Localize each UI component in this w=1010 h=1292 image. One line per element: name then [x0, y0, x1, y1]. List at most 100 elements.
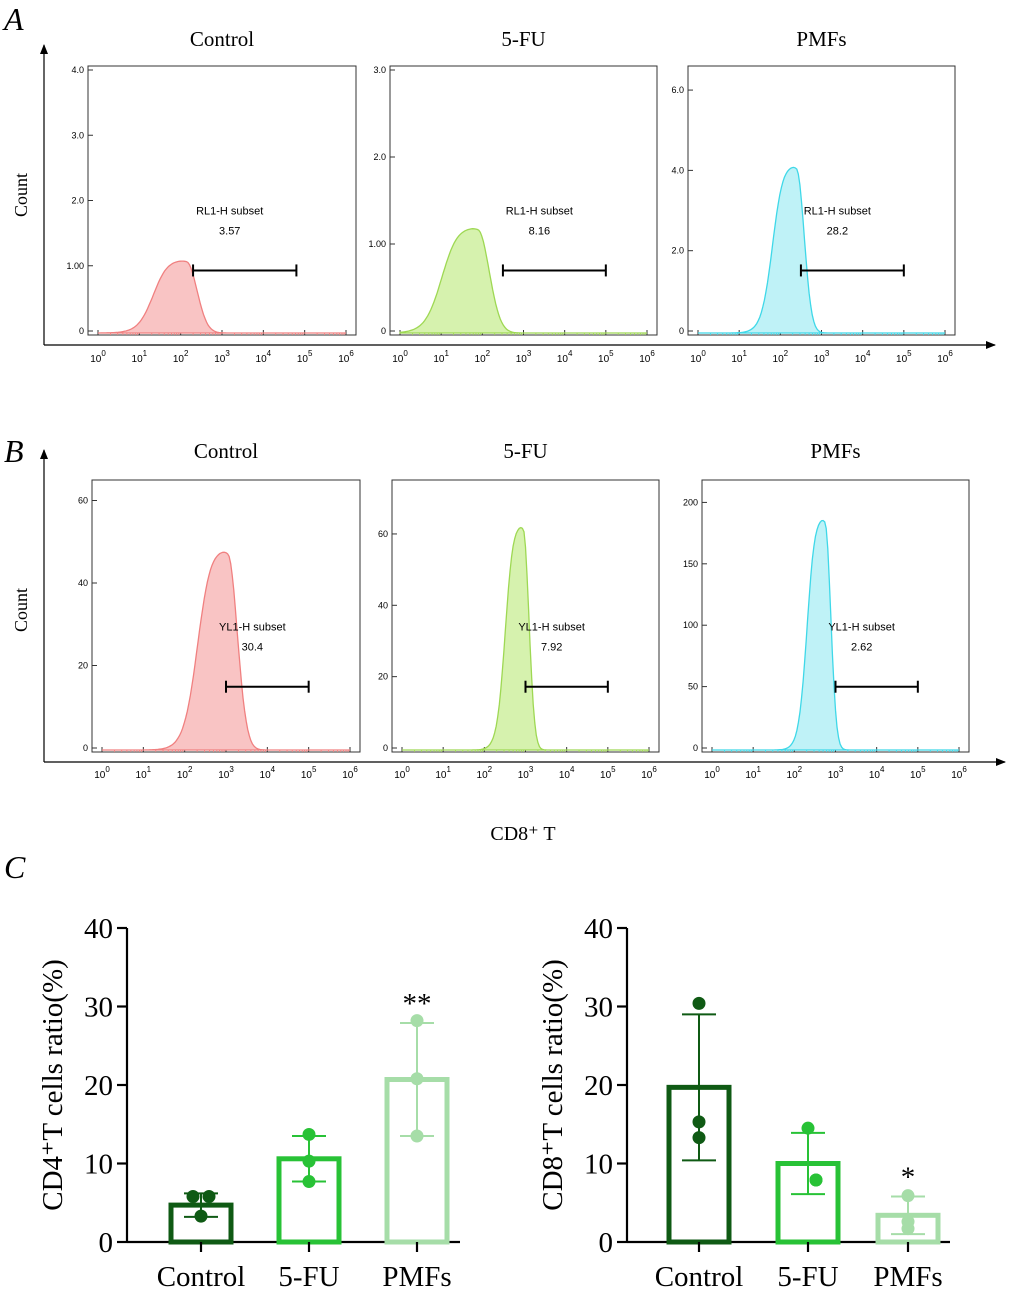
- panel-b-y-label: Count: [11, 588, 31, 632]
- b-pmfs-xtick-label: 102: [787, 765, 803, 781]
- a-5-fu-gate-label: RL1-H subset: [506, 205, 573, 217]
- panel-label-c: C: [4, 849, 26, 885]
- a-pmfs-ytick-label: 0: [679, 326, 684, 336]
- panel-label-b: B: [4, 433, 24, 469]
- b-pmfs-histogram: PMFs 200 150 100 50 0 100 101 102 103 104 105 106 YL1…: [683, 439, 970, 781]
- a-5-fu-xtick-label: 103: [516, 349, 532, 365]
- b-5-fu-ytick-label: 20: [378, 672, 388, 682]
- bar-chart-2: 0 10 20 30 40 CD8⁺T cells ratio(%) Control 5-FU…: [537, 913, 950, 1292]
- b-pmfs-histogram-curve: [712, 519, 959, 751]
- b-control-gate-value: 30.4: [242, 642, 263, 654]
- b-5-fu-histogram: 5-FU 60 40 20 0 100 101 102 103 104 105 106 YL1-H su…: [378, 439, 660, 781]
- a-pmfs-xtick-label: 105: [896, 349, 912, 365]
- bar-chart-2-ytick-label: 30: [584, 992, 613, 1024]
- a-5-fu-ytick-label: 0: [381, 326, 386, 336]
- a-control-ytick-label: 3.0: [71, 130, 84, 140]
- b-5-fu-gate-label: YL1-H subset: [518, 622, 585, 634]
- b-5-fu-gate-value: 7.92: [541, 642, 562, 654]
- b-pmfs-xtick-label: 103: [828, 765, 844, 781]
- a-control-ytick-label: 1.00: [66, 261, 84, 271]
- bar-chart-1-ytick-label: 30: [84, 992, 113, 1024]
- bar-chart-1-ytick-label: 0: [99, 1227, 114, 1259]
- a-5-fu-gate-value: 8.16: [529, 225, 550, 237]
- bar-chart-2-y-label: CD8⁺T cells ratio(%): [537, 959, 569, 1211]
- data-point-pmfs: [901, 1189, 915, 1203]
- a-pmfs-frame: [687, 65, 956, 336]
- bar-chart-1-xtick-label: PMFs: [382, 1261, 451, 1292]
- a-5-fu-ytick-label: 2.0: [373, 152, 386, 162]
- panel-c-bar-charts: 0 10 20 30 40 CD4⁺T cells ratio(%) Control 5-FU…: [37, 913, 950, 1292]
- a-control-gate-value: 3.57: [219, 225, 240, 237]
- b-pmfs-xtick-label: 101: [745, 765, 761, 781]
- significance-marker-pmfs: *: [901, 1161, 916, 1193]
- b-pmfs-xtick-label: 105: [910, 765, 926, 781]
- data-point-control: [194, 1209, 208, 1223]
- a-5-fu-xtick-label: 100: [392, 349, 408, 365]
- data-point-5-fu: [302, 1154, 316, 1168]
- b-5-fu-xtick-label: 106: [641, 765, 657, 781]
- b-control-xtick-label: 104: [260, 765, 276, 781]
- a-5-fu-histogram-curve: [399, 228, 647, 334]
- a-control-xtick-label: 102: [173, 349, 189, 365]
- b-control-xtick-label: 100: [94, 765, 110, 781]
- b-control-ytick-label: 0: [83, 743, 88, 753]
- bar-chart-1-xtick-label: Control: [157, 1261, 246, 1292]
- data-point-5-fu: [809, 1173, 823, 1187]
- data-point-pmfs: [410, 1072, 424, 1086]
- panel-b-histograms: Control6040200100101102103104105106YL1-H…: [78, 439, 970, 781]
- b-5-fu-xtick-label: 105: [600, 765, 616, 781]
- b-pmfs-ytick-label: 200: [683, 497, 698, 507]
- panel-a-histograms: Control 4.0 3.0 2.0 1.00 0 100 101 102 103 104 105 1…: [66, 27, 956, 365]
- a-control-xtick-label: 104: [256, 349, 272, 365]
- a-pmfs-xtick-label: 102: [773, 349, 789, 365]
- data-point-control: [692, 996, 706, 1010]
- panel-b-x-label: CD8⁺ T: [490, 823, 555, 845]
- b-control-xtick-label: 103: [218, 765, 234, 781]
- bar-chart-2-ytick-label: 20: [584, 1070, 613, 1102]
- data-point-5-fu: [801, 1121, 815, 1135]
- a-pmfs-ytick-label: 6.0: [671, 85, 684, 95]
- a-5-fu-xtick-label: 102: [475, 349, 491, 365]
- a-pmfs-xtick-label: 100: [690, 349, 706, 365]
- bar-chart-2-xtick-label: PMFs: [873, 1261, 942, 1292]
- b-5-fu-xtick-label: 103: [518, 765, 534, 781]
- a-control-histogram-curve: [98, 260, 346, 334]
- bar-chart-2-xtick-label: Control: [655, 1261, 744, 1292]
- a-control-ytick-label: 4.0: [71, 65, 84, 75]
- a-pmfs-xtick-label: 103: [814, 349, 830, 365]
- a-pmfs-gate-label: RL1-H subset: [804, 205, 871, 217]
- b-pmfs-xtick-label: 100: [704, 765, 720, 781]
- data-point-5-fu: [302, 1175, 316, 1189]
- b-control-ytick-label: 40: [78, 578, 88, 588]
- a-control-histogram: Control 4.0 3.0 2.0 1.00 0 100 101 102 103 104 105 1…: [66, 27, 357, 365]
- a-control-xtick-label: 103: [214, 349, 230, 365]
- b-control-ytick-label: 20: [78, 661, 88, 671]
- bar-chart-1-ytick-label: 10: [84, 1149, 113, 1181]
- b-control-xtick-label: 101: [136, 765, 152, 781]
- bar-chart-2-ytick-label: 10: [584, 1149, 613, 1181]
- a-5-fu-histogram: 5-FU 3.0 2.0 1.00 0 100 101 102 103 104 105 106 RL1-…: [368, 27, 658, 365]
- data-point-control: [692, 1131, 706, 1145]
- bar-chart-1-ytick-label: 40: [84, 913, 113, 945]
- a-pmfs-histogram: PMFs 6.0 4.0 2.0 0 100 101 102 103 104 105 106 RL1-H…: [671, 27, 956, 365]
- bar-chart-1: 0 10 20 30 40 CD4⁺T cells ratio(%) Control 5-FU…: [37, 913, 460, 1292]
- a-control-ytick-label: 2.0: [71, 196, 84, 206]
- bar-chart-1-y-label: CD4⁺T cells ratio(%): [37, 959, 69, 1211]
- b-pmfs-ytick-label: 150: [683, 559, 698, 569]
- data-point-control: [692, 1115, 706, 1129]
- a-5-fu-title: 5-FU: [501, 27, 545, 51]
- b-5-fu-xtick-label: 101: [435, 765, 451, 781]
- b-control-xtick-label: 105: [301, 765, 317, 781]
- b-control-ytick-label: 60: [78, 496, 88, 506]
- a-5-fu-xtick-label: 105: [598, 349, 614, 365]
- significance-marker-pmfs: **: [403, 988, 432, 1020]
- b-5-fu-ytick-label: 40: [378, 600, 388, 610]
- a-pmfs-xtick-label: 101: [731, 349, 747, 365]
- a-pmfs-xtick-label: 106: [937, 349, 953, 365]
- b-pmfs-xtick-label: 104: [869, 765, 885, 781]
- a-pmfs-gate-value: 28.2: [827, 225, 848, 237]
- b-pmfs-ytick-label: 0: [693, 743, 698, 753]
- a-control-xtick-label: 106: [338, 349, 354, 365]
- bar-chart-2-ytick-label: 40: [584, 913, 613, 945]
- a-5-fu-xtick-label: 101: [433, 349, 449, 365]
